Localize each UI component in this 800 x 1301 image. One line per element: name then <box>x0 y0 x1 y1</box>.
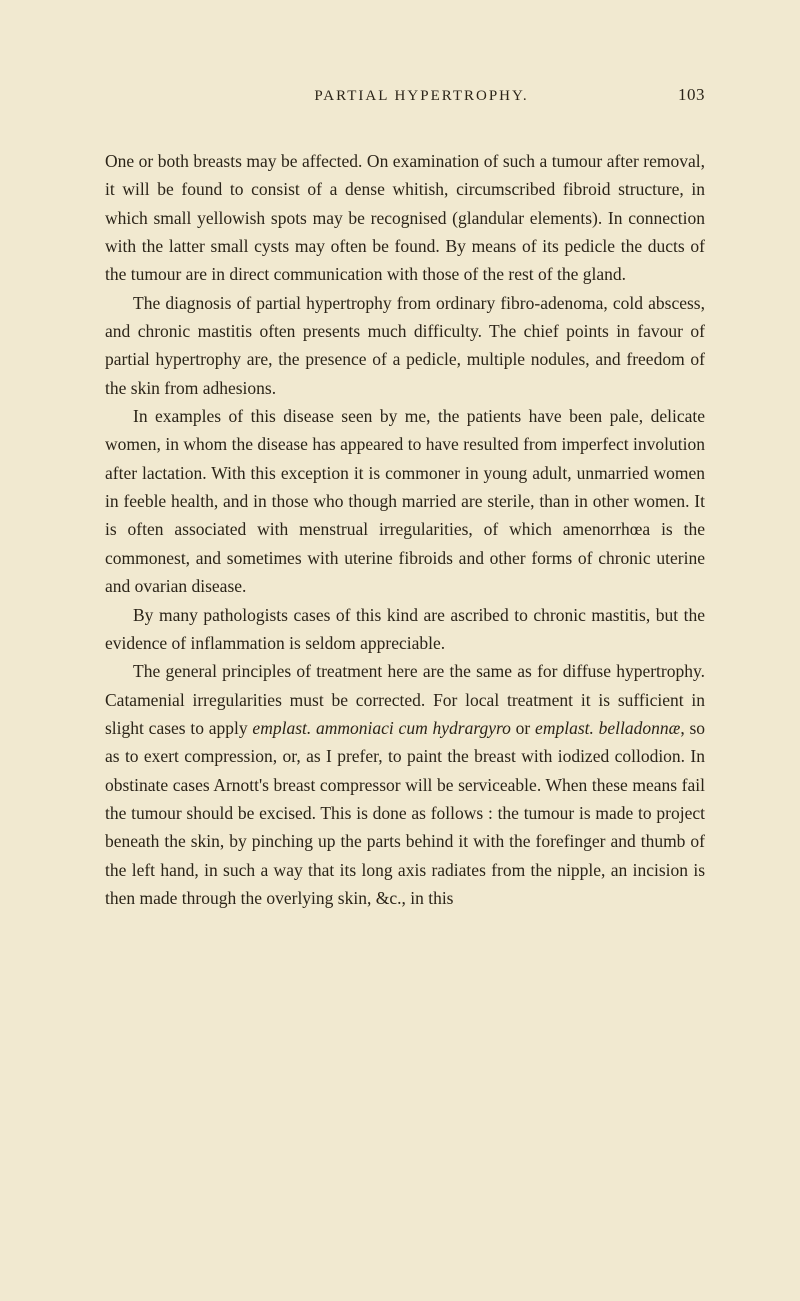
page-number: 103 <box>678 85 705 105</box>
paragraph-3: In examples of this disease seen by me, … <box>105 402 705 600</box>
header-title: PARTIAL HYPERTROPHY. <box>105 88 678 105</box>
paragraph-2: The diagnosis of partial hypertrophy fro… <box>105 289 705 402</box>
paragraph-1: One or both breasts may be affected. On … <box>105 147 705 289</box>
page-header: PARTIAL HYPERTROPHY. 103 <box>105 85 705 105</box>
body-text: One or both breasts may be affected. On … <box>105 147 705 912</box>
p5-text-3: , so as to exert compression, or, as I p… <box>105 718 705 908</box>
p5-text-2: or <box>511 718 535 738</box>
p5-italic-1: emplast. ammoniaci cum hydrargyro <box>252 718 510 738</box>
p5-italic-2: emplast. belladonnæ <box>535 718 680 738</box>
paragraph-4: By many pathologists cases of this kind … <box>105 601 705 658</box>
paragraph-5: The general principles of treatment here… <box>105 657 705 912</box>
